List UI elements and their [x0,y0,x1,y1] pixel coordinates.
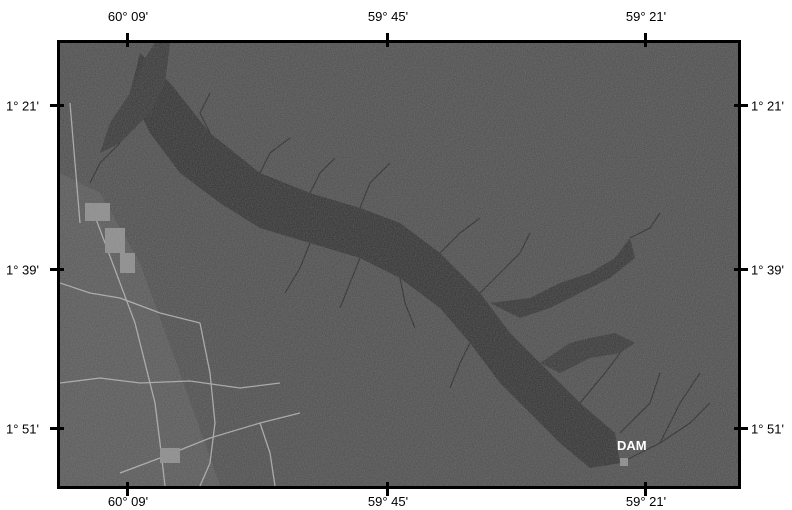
lon-tick-bottom-1 [126,482,129,496]
latitude-label-right-2: 1° 39' [751,262,784,278]
map-frame [57,40,741,489]
longitude-label-top-3: 59° 21' [625,9,667,24]
latitude-label-right-1: 1° 21' [751,98,784,114]
lon-tick-bottom-3 [644,482,647,496]
lat-tick-right-2 [734,268,748,271]
lon-tick-top-2 [386,33,389,47]
satellite-imagery [60,43,738,486]
longitude-label-bottom-3: 59° 21' [625,494,667,509]
lat-tick-left-2 [50,268,64,271]
lon-tick-top-1 [126,33,129,47]
longitude-label-bottom-1: 60° 09' [107,494,149,509]
lat-tick-right-3 [734,427,748,430]
dam-label: DAM [617,438,647,453]
longitude-label-top-1: 60° 09' [107,9,149,24]
longitude-label-top-2: 59° 45' [367,9,409,24]
lon-tick-top-3 [644,33,647,47]
lat-tick-right-1 [734,104,748,107]
latitude-label-left-1: 1° 21' [6,98,39,114]
latitude-label-left-2: 1° 39' [6,262,39,278]
imagery-texture [60,43,738,486]
latitude-label-left-3: 1° 51' [6,421,39,437]
lon-tick-bottom-2 [386,482,389,496]
longitude-label-bottom-2: 59° 45' [367,494,409,509]
latitude-label-right-3: 1° 51' [751,421,784,437]
lat-tick-left-3 [50,427,64,430]
lat-tick-left-1 [50,104,64,107]
